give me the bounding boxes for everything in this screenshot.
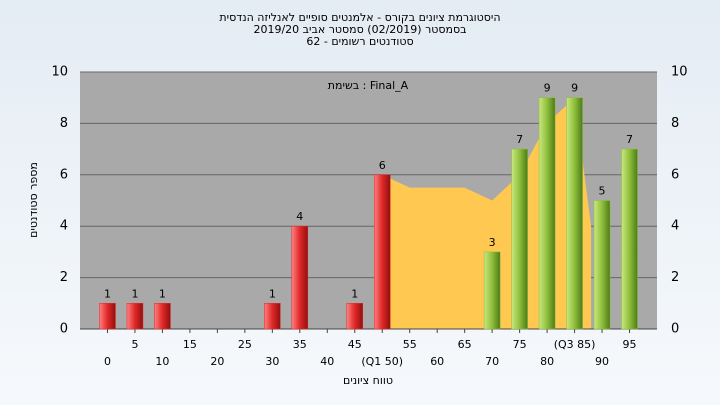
value-label: 9 (571, 82, 578, 95)
bar (346, 303, 364, 330)
y2-tick-label: 0 (671, 322, 679, 337)
bar (126, 303, 144, 330)
bar (264, 303, 281, 330)
x-tick-label: 0 (104, 355, 111, 368)
x-tick-label: 20 (210, 355, 224, 368)
bar (373, 174, 391, 330)
x-tick-label: 70 (485, 355, 499, 368)
value-label: 5 (599, 185, 606, 198)
y2-tick-label: 6 (671, 167, 679, 182)
bar (99, 303, 116, 330)
value-label: 1 (159, 287, 166, 300)
x-tick-label: 55 (403, 338, 417, 351)
x-tick-label: 75 (513, 338, 527, 351)
y2-tick-label: 8 (671, 116, 679, 131)
x-tick-label: 65 (458, 338, 472, 351)
y2-tick-label: 4 (671, 219, 679, 234)
x-tick-label: 35 (293, 338, 307, 351)
value-label: 6 (379, 159, 386, 172)
x-tick-label: 45 (348, 338, 362, 351)
bar (291, 225, 309, 330)
x-tick-label: (Q1 50) (361, 355, 403, 368)
y-tick-label: 0 (60, 322, 68, 337)
x-tick-label: 10 (155, 355, 169, 368)
subtitle: בסמסטר (02/2019) סמסטר אביב 2019/20 (253, 23, 466, 36)
bar (566, 97, 583, 330)
x-tick-label: 60 (430, 355, 444, 368)
x-tick-label: (Q3 85) (554, 338, 596, 351)
bar (593, 200, 611, 330)
bar (621, 148, 638, 330)
y-tick-label: 6 (60, 167, 68, 182)
y-tick-label: 8 (60, 116, 68, 131)
y-tick-label: 2 (60, 270, 68, 285)
bar (483, 251, 501, 330)
x-tick-label: 5 (131, 338, 138, 351)
x-tick-label: 30 (265, 355, 279, 368)
bar (538, 97, 556, 330)
value-label: 9 (544, 82, 551, 95)
bar (154, 303, 171, 330)
y-axis-label: מספר סטודנטים (27, 162, 40, 238)
bar (511, 148, 528, 330)
value-label: 4 (296, 210, 303, 223)
value-label: 3 (489, 236, 496, 249)
annotation: בשימת : Final_A (328, 79, 409, 92)
y-tick-label: 10 (51, 65, 68, 80)
y-tick-label: 4 (60, 219, 68, 234)
title: היסטוגרמת ציונים בקורס - אלמנטים סופיים … (219, 11, 500, 24)
y2-tick-label: 10 (671, 65, 688, 80)
x-tick-label: 90 (595, 355, 609, 368)
x-tick-label: 40 (320, 355, 334, 368)
x-tick-label: 15 (183, 338, 197, 351)
value-label: 7 (626, 133, 633, 146)
value-label: 1 (131, 287, 138, 300)
value-label: 1 (104, 287, 111, 300)
value-label: 7 (516, 133, 523, 146)
x-tick-label: 80 (540, 355, 554, 368)
subtitle: סטודנטים רשומים - 62 (306, 35, 413, 48)
x-tick-label: 95 (623, 338, 637, 351)
y2-tick-label: 2 (671, 270, 679, 285)
value-label: 1 (351, 287, 358, 300)
x-tick-label: 25 (238, 338, 252, 351)
x-axis-label: טווח ציונים (343, 374, 393, 387)
value-label: 1 (269, 287, 276, 300)
